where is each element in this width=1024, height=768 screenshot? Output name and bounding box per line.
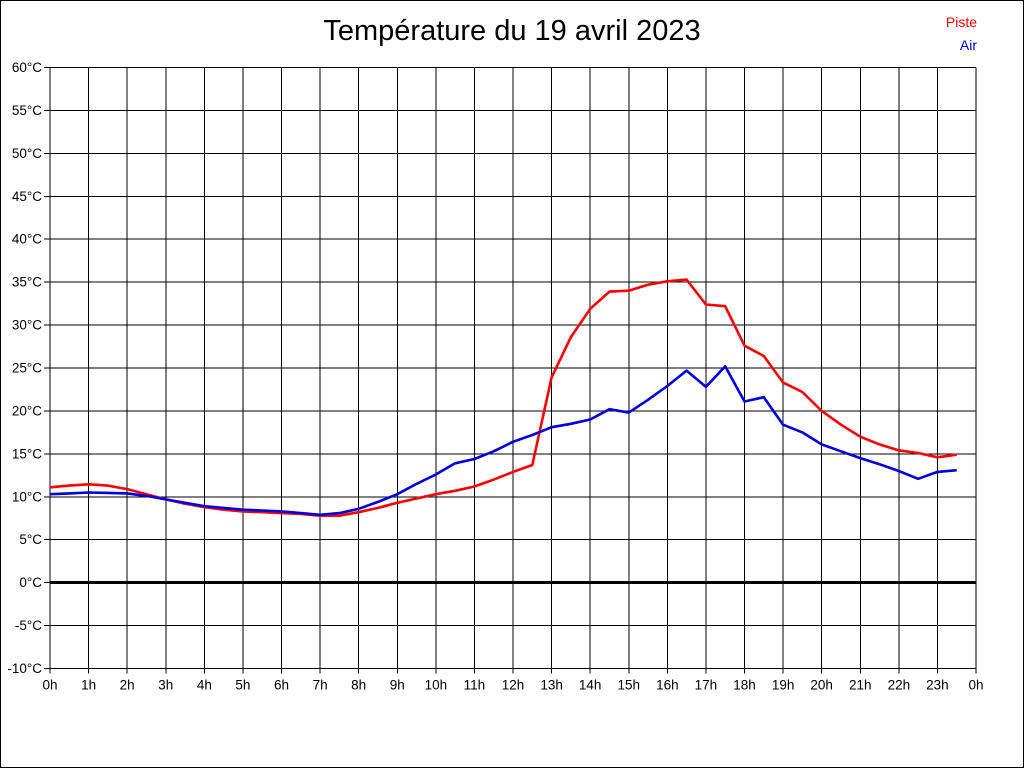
x-axis-tick-label: 11h [464,678,486,693]
x-axis-tick-label: 18h [733,678,756,693]
y-axis-tick-label: 25°C [12,361,42,376]
x-axis-tick-label: 10h [425,678,448,693]
x-axis-tick-label: 7h [313,678,328,693]
x-axis-tick-label: 12h [502,678,525,693]
x-axis-tick-label: 20h [810,678,833,693]
axis-labels: -10°C -5°C 0°C 5°C 10°C 15°C 20°C 25°C 30°C 35°C 4… [7,60,983,693]
y-axis-tick-label: -10°C [7,661,42,676]
grid [44,67,977,674]
y-axis-tick-label: 10°C [12,489,42,504]
x-axis-tick-label: 16h [656,678,679,693]
y-axis-tick-label: 20°C [12,403,42,418]
y-axis-tick-label: 50°C [12,146,42,161]
x-axis-tick-label: 14h [579,678,602,693]
y-axis-tick-label: 45°C [12,189,42,204]
x-axis-tick-label: 2h [120,678,135,693]
y-axis-tick-label: 5°C [19,532,42,547]
x-axis-tick-label: 17h [695,678,718,693]
y-axis-tick-label: 0°C [19,575,42,590]
x-axis-tick-label: 3h [158,678,173,693]
legend-item-piste: Piste [945,14,977,30]
legend: Piste Air [946,11,977,57]
chart-title: Température du 19 avril 2023 [323,15,701,47]
y-axis-tick-label: 60°C [12,60,42,75]
x-axis-tick-label: 1h [81,678,96,693]
series-line-piste [49,278,957,518]
x-axis-tick-label: 6h [274,678,289,693]
y-axis-tick-label: 15°C [12,446,42,461]
x-axis-tick-label: 8h [351,678,366,693]
y-axis-tick-label: 55°C [12,103,42,118]
x-axis-tick-label: 4h [197,678,212,693]
y-axis-tick-label: 30°C [12,318,42,333]
x-axis-tick-label: 13h [540,678,563,693]
x-axis-tick-label: 21h [849,678,872,693]
x-axis-tick-label: 22h [888,678,911,693]
y-axis-tick-label: -5°C [15,618,42,633]
y-axis-tick-label: 35°C [12,275,42,290]
x-axis-tick-label: 19h [772,678,795,693]
x-axis-tick-label: 5h [235,678,250,693]
x-axis-tick-label: 9h [390,678,405,693]
series-line-air [49,364,957,517]
y-axis-tick-label: 40°C [12,232,42,247]
x-axis-tick-label: 23h [926,678,949,693]
x-axis-tick-label: 0h [968,678,983,693]
x-axis-tick-label: 0h [42,678,57,693]
x-axis-tick-label: 15h [617,678,640,693]
legend-item-air: Air [959,37,977,53]
